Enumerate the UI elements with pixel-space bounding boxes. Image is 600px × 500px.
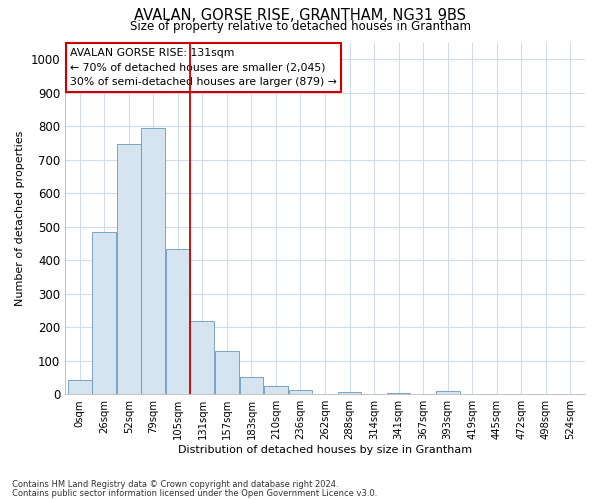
Bar xyxy=(239,377,263,394)
Bar xyxy=(436,391,460,394)
Text: Contains public sector information licensed under the Open Government Licence v3: Contains public sector information licen… xyxy=(12,489,377,498)
Y-axis label: Number of detached properties: Number of detached properties xyxy=(15,130,25,306)
Text: AVALAN, GORSE RISE, GRANTHAM, NG31 9BS: AVALAN, GORSE RISE, GRANTHAM, NG31 9BS xyxy=(134,8,466,22)
X-axis label: Distribution of detached houses by size in Grantham: Distribution of detached houses by size … xyxy=(178,445,472,455)
Bar xyxy=(215,352,239,394)
Bar xyxy=(92,232,116,394)
Bar xyxy=(68,380,92,394)
Text: Size of property relative to detached houses in Grantham: Size of property relative to detached ho… xyxy=(130,20,470,33)
Bar xyxy=(142,128,165,394)
Bar xyxy=(264,386,288,394)
Text: AVALAN GORSE RISE: 131sqm
← 70% of detached houses are smaller (2,045)
30% of se: AVALAN GORSE RISE: 131sqm ← 70% of detac… xyxy=(70,48,337,88)
Bar xyxy=(190,320,214,394)
Bar xyxy=(338,392,361,394)
Bar xyxy=(289,390,313,394)
Text: Contains HM Land Registry data © Crown copyright and database right 2024.: Contains HM Land Registry data © Crown c… xyxy=(12,480,338,489)
Bar xyxy=(117,144,141,394)
Bar xyxy=(387,392,410,394)
Bar xyxy=(166,248,190,394)
